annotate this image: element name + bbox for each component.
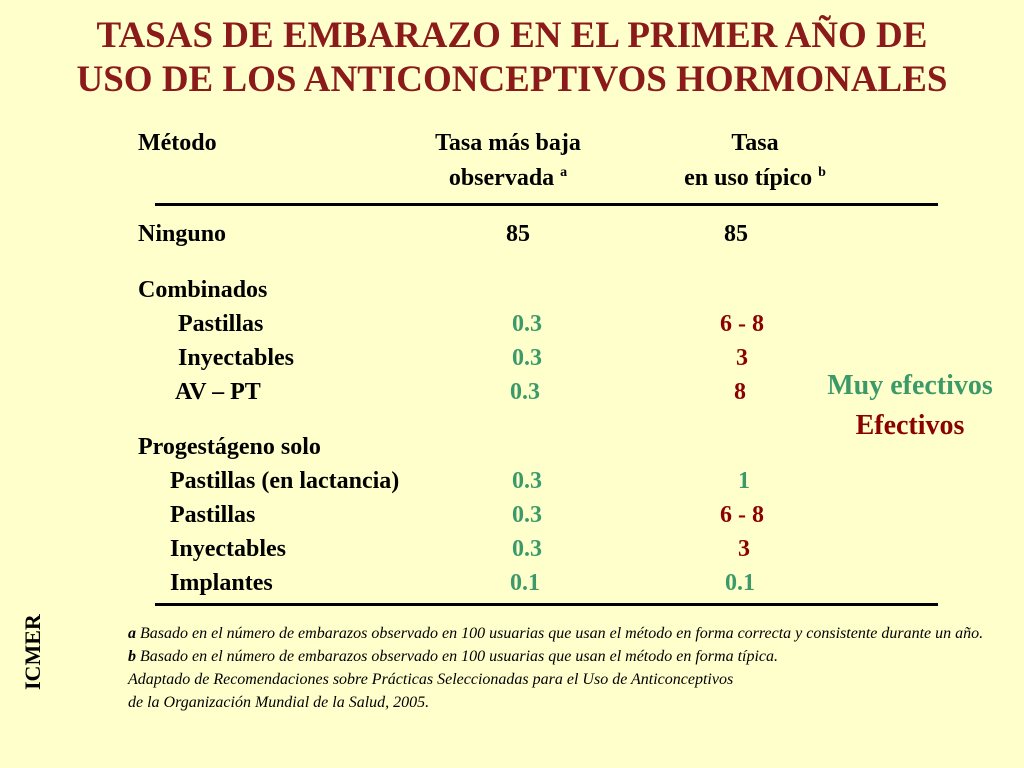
row-prog-implantes-typical: 0.1 <box>725 570 755 596</box>
footnote-b-text: Basado en el número de embarazos observa… <box>140 648 778 665</box>
header-method: Método <box>138 130 217 156</box>
source-line-2: de la Organización Mundial de la Salud, … <box>128 694 430 711</box>
row-ninguno-label: Ninguno <box>138 221 227 247</box>
footnote-a: a Basado en el número de embarazos obser… <box>128 622 988 645</box>
header-lowest-sup: a <box>560 165 568 180</box>
header-lowest-line1: Tasa más baja <box>435 130 581 156</box>
title-line-1: TASAS DE EMBARAZO EN EL PRIMER AÑO DE <box>96 15 928 56</box>
header-lowest-line2: observada a <box>408 158 608 193</box>
footnote-a-marker: a <box>128 625 136 642</box>
row-prog-pastillas-typical: 6 - 8 <box>720 502 764 528</box>
row-ninguno-typical: 85 <box>724 221 748 247</box>
row-prog-lactancia-typical: 1 <box>738 468 750 494</box>
row-prog-inyectables-typical: 3 <box>738 536 750 562</box>
row-prog-inyectables-label: Inyectables <box>170 536 286 562</box>
row-comb-pastillas-lowest: 0.3 <box>512 311 542 337</box>
row-comb-inyectables-lowest: 0.3 <box>512 345 542 371</box>
legend-very-effective: Muy efectivos <box>827 370 993 401</box>
header-typical: Tasa en uso típico b <box>650 128 860 193</box>
row-comb-pastillas-typical: 6 - 8 <box>720 311 764 337</box>
row-comb-avpt-typical: 8 <box>734 379 746 405</box>
header-lowest-text: observada <box>448 165 555 191</box>
row-comb-inyectables-label: Inyectables <box>178 345 294 371</box>
row-ninguno-lowest: 85 <box>506 221 530 247</box>
title-line-2: USO DE LOS ANTICONCEPTIVOS HORMONALES <box>76 59 948 100</box>
row-comb-avpt-label: AV – PT <box>175 379 261 405</box>
footnote-a-text: Basado en el número de embarazos observa… <box>140 625 984 642</box>
row-prog-lactancia-label: Pastillas (en lactancia) <box>170 468 400 494</box>
footnotes: a Basado en el número de embarazos obser… <box>128 622 988 714</box>
header-typical-text: en uso típico <box>684 165 813 191</box>
row-prog-implantes-lowest: 0.1 <box>510 570 540 596</box>
row-prog-lactancia-lowest: 0.3 <box>512 468 542 494</box>
header-typical-sup: b <box>818 165 826 180</box>
source-line-1: Adaptado de Recomendaciones sobre Prácti… <box>128 671 734 688</box>
row-prog-inyectables-lowest: 0.3 <box>512 536 542 562</box>
footnote-b: b Basado en el número de embarazos obser… <box>128 645 988 668</box>
row-prog-pastillas-label: Pastillas <box>170 502 256 528</box>
row-prog-implantes-label: Implantes <box>170 570 273 596</box>
legend-effective: Efectivos <box>855 410 965 441</box>
row-comb-inyectables-typical: 3 <box>736 345 748 371</box>
header-rule <box>155 203 938 206</box>
row-comb-avpt-lowest: 0.3 <box>510 379 540 405</box>
row-prog-pastillas-lowest: 0.3 <box>512 502 542 528</box>
effectiveness-legend: Muy efectivos Efectivos <box>800 366 1020 446</box>
footer-rule <box>155 603 938 606</box>
group-progestageno: Progestágeno solo <box>138 434 321 460</box>
page-title: TASAS DE EMBARAZO EN EL PRIMER AÑO DE US… <box>0 14 1024 102</box>
group-combinados: Combinados <box>138 277 268 303</box>
row-comb-pastillas-label: Pastillas <box>178 311 264 337</box>
header-typical-line1: Tasa <box>731 130 779 156</box>
header-lowest: Tasa más baja observada a <box>408 128 608 193</box>
footnote-b-marker: b <box>128 648 136 665</box>
icmer-side-label: ICMER <box>20 614 45 690</box>
header-typical-line2: en uso típico b <box>650 158 860 193</box>
